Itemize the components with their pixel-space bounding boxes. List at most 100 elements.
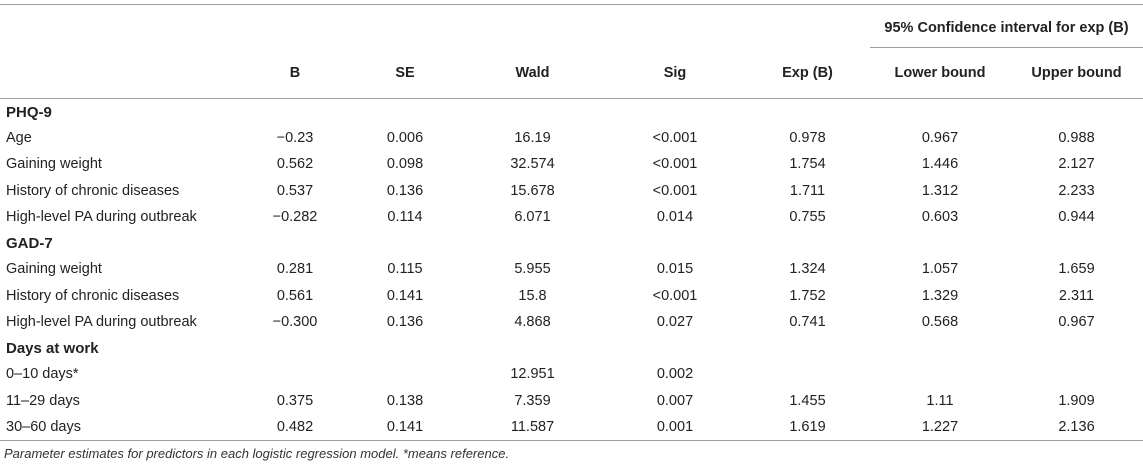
table-cell: 0.141 — [386, 287, 424, 304]
table-cell: 16.19 — [514, 130, 551, 147]
table-cell: 2.127 — [1058, 156, 1095, 173]
column-header-se: SE — [350, 47, 460, 99]
table-cell — [350, 361, 460, 387]
table-cell: 0.375 — [276, 392, 314, 409]
table-cell: 0.741 — [789, 313, 826, 330]
row-label: High-level PA during outbreak — [6, 209, 197, 226]
table-row: Gaining weight 0.562 0.098 32.574 <0.001 1.75… — [0, 151, 1143, 177]
table-row: Gaining weight 0.281 0.115 5.955 0.015 1.324 1… — [0, 256, 1143, 282]
table-cell: 0.967 — [1058, 313, 1095, 330]
table-row: History of chronic diseases 0.537 0.136 15.… — [0, 178, 1143, 204]
table-cell: 0.141 — [350, 413, 460, 441]
table-cell: 11.587 — [460, 413, 605, 441]
table-row: Age −0.23 0.006 16.19 <0.001 0.978 0.967 0.988 — [0, 125, 1143, 151]
row-label: History of chronic diseases — [6, 287, 180, 304]
table-cell: 1.11 — [926, 392, 954, 409]
table-cell: 12.951 — [510, 366, 555, 383]
super-header-row: 95% Confidence interval for exp (B) — [0, 4, 1143, 48]
section-row: Days at work — [0, 335, 1143, 361]
table-cell: 0.944 — [1058, 209, 1095, 226]
table-cell: 4.868 — [514, 313, 551, 330]
row-label: Gaining weight — [6, 156, 102, 173]
table-row: 0–10 days* 12.951 0.002 — [0, 361, 1143, 387]
table-cell: 0.568 — [921, 313, 959, 330]
section-row: GAD-7 — [0, 230, 1143, 256]
table-caption: Parameter estimates for predictors in ea… — [4, 446, 510, 461]
ci-header: 95% Confidence interval for exp (B) — [870, 4, 1143, 48]
table-row: 30–60 days 0.482 0.141 11.587 0.001 1.619 1.22… — [0, 413, 1143, 441]
table-cell: 0.537 — [276, 182, 314, 199]
table-cell: 0.978 — [789, 130, 826, 147]
table-cell: 0.136 — [386, 313, 424, 330]
table-cell: 0.281 — [276, 261, 314, 278]
table-cell: 1.057 — [921, 261, 959, 278]
table-cell: 0.114 — [387, 209, 423, 226]
column-header-wald: Wald — [460, 47, 605, 99]
table-row: High-level PA during outbreak −0.300 0.136… — [0, 309, 1143, 335]
table-cell: 7.359 — [514, 392, 551, 409]
section-title: GAD-7 — [6, 234, 53, 252]
table-cell: 1.659 — [1058, 261, 1095, 278]
table-cell: 1.909 — [1058, 392, 1095, 409]
table-cell: <0.001 — [652, 156, 698, 173]
row-label: Age — [6, 130, 32, 147]
table-cell — [870, 361, 1010, 387]
column-header-row: B SE Wald Sig Exp (B) Lower bound Upper … — [0, 47, 1143, 99]
table-cell: −0.282 — [272, 209, 318, 226]
column-header-upper-bound: Upper bound — [1010, 47, 1143, 99]
table-cell: 0.027 — [656, 313, 694, 330]
row-label: History of chronic diseases — [6, 182, 180, 199]
section-title: Days at work — [6, 339, 99, 357]
table-cell: 0.001 — [605, 413, 745, 441]
table-cell: 2.233 — [1058, 182, 1095, 199]
table-cell: 1.312 — [921, 182, 959, 199]
regression-table: 95% Confidence interval for exp (B) B SE… — [0, 4, 1143, 441]
table-cell: 0.138 — [386, 392, 424, 409]
table-cell: <0.001 — [652, 287, 698, 304]
table-cell: 15.8 — [518, 287, 547, 304]
table-cell: 6.071 — [514, 209, 551, 226]
table-cell: 0.015 — [656, 261, 694, 278]
table-cell: 0.014 — [656, 209, 694, 226]
row-label: 11–29 days — [6, 392, 80, 409]
table-cell: 0.755 — [789, 209, 826, 226]
table-cell — [1010, 361, 1143, 387]
table-cell: 2.136 — [1010, 413, 1143, 441]
table-cell: 2.311 — [1058, 287, 1095, 304]
table-cell: <0.001 — [652, 182, 698, 199]
table-cell: 0.561 — [276, 287, 314, 304]
table-cell: 1.752 — [789, 287, 826, 304]
row-label: 0–10 days* — [6, 366, 79, 383]
column-header-label — [0, 47, 240, 99]
table-body: PHQ-9 Age −0.23 0.006 16.19 <0.001 0.978 0.967 0… — [0, 99, 1143, 441]
row-label: High-level PA during outbreak — [6, 313, 197, 330]
row-label: Gaining weight — [6, 261, 102, 278]
table-cell: 32.574 — [510, 156, 555, 173]
column-header-exp-b: Exp (B) — [745, 47, 870, 99]
table-cell: 0.136 — [386, 182, 424, 199]
table-row: 11–29 days 0.375 0.138 7.359 0.007 1.455 1.11 1… — [0, 387, 1143, 413]
table-cell: 1.446 — [921, 156, 959, 173]
table-cell: 1.619 — [745, 413, 870, 441]
table-cell: 0.482 — [240, 413, 350, 441]
table-cell: 0.967 — [921, 130, 959, 147]
column-header-sig: Sig — [605, 47, 745, 99]
section-title: PHQ-9 — [6, 103, 52, 121]
table-cell: 5.955 — [514, 261, 551, 278]
table-cell: 1.329 — [921, 287, 959, 304]
table-row: History of chronic diseases 0.561 0.141 15.… — [0, 282, 1143, 308]
table-cell: −0.23 — [276, 130, 314, 147]
row-label: 30–60 days — [0, 413, 240, 441]
table-cell: 1.227 — [870, 413, 1010, 441]
table-cell: 1.455 — [789, 392, 826, 409]
table-cell: 1.324 — [789, 261, 826, 278]
column-header-b: B — [240, 47, 350, 99]
table-cell: 0.006 — [386, 130, 424, 147]
table-cell: 0.988 — [1058, 130, 1095, 147]
table-cell: 1.711 — [789, 182, 826, 199]
column-header-lower-bound: Lower bound — [870, 47, 1010, 99]
table-cell: 0.002 — [656, 366, 694, 383]
table-cell: 0.098 — [386, 156, 424, 173]
table-cell: 0.007 — [656, 392, 694, 409]
